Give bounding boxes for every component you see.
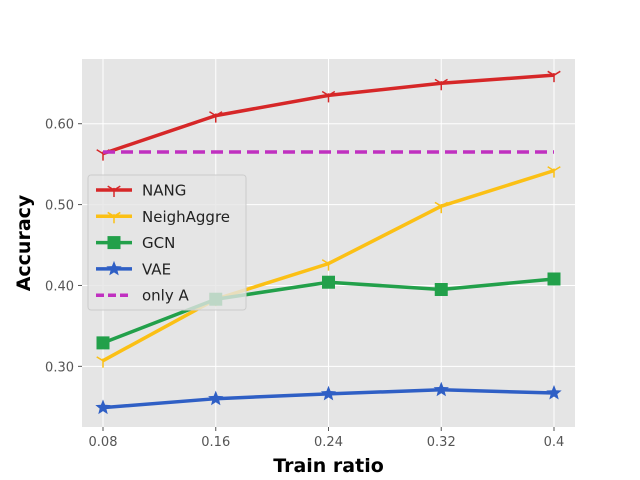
y-axis-title: Accuracy <box>13 194 35 291</box>
legend-box <box>87 174 247 311</box>
y-axis-ticks: 0.30 0.40 0.50 0.60 <box>45 118 82 375</box>
point-vae-marker <box>320 385 337 401</box>
x-axis-ticks: 0.08 0.16 0.24 0.32 0.4 <box>89 427 565 450</box>
legend-entry-nang: NANG <box>96 182 186 200</box>
x-tick-label: 0.32 <box>427 435 456 450</box>
point-nang-marker <box>209 111 223 123</box>
point-nang-marker <box>547 70 561 83</box>
legend-entry-vae: VAE <box>96 260 171 278</box>
point-vae-marker <box>95 399 111 415</box>
y-tick-label: 0.50 <box>45 199 74 214</box>
point-nang-marker <box>321 90 336 103</box>
legend-neighaggre-marker <box>107 211 121 224</box>
y-tick-label: 0.30 <box>45 360 74 375</box>
point-gcn-marker <box>434 283 448 297</box>
point-vae-marker <box>433 381 449 397</box>
point-nang-marker <box>434 78 448 91</box>
legend-entry-gcn: GCN <box>96 234 175 252</box>
series-neighaggre <box>96 166 561 368</box>
legend-label: GCN <box>142 234 175 252</box>
x-tick-label: 0.08 <box>89 435 118 450</box>
point-neighaggre-marker <box>434 201 448 214</box>
legend-label: NANG <box>142 182 186 200</box>
legend-nang-marker <box>107 185 121 197</box>
point-gcn-marker <box>547 272 561 286</box>
legend-label: NeighAggre <box>142 208 230 226</box>
point-vae-marker <box>208 390 224 406</box>
legend-entry-neighaggre: NeighAggre <box>96 208 230 226</box>
legend-label: only A <box>142 287 189 305</box>
point-gcn-marker <box>322 275 335 289</box>
legend-gcn-marker <box>107 236 121 250</box>
series-vae <box>95 381 562 415</box>
y-tick-label: 0.40 <box>45 279 74 294</box>
point-neighaggre-marker <box>321 259 336 271</box>
legend-entry-only-a: only A <box>96 287 189 305</box>
x-tick-label: 0.24 <box>314 435 343 450</box>
legend-vae-marker <box>106 260 122 276</box>
x-tick-label: 0.16 <box>201 435 230 450</box>
y-tick-label: 0.60 <box>45 118 74 133</box>
point-neighaggre-marker <box>547 166 561 178</box>
point-vae-marker <box>546 384 562 400</box>
x-axis-title: Train ratio <box>273 455 384 477</box>
x-tick-label: 0.4 <box>544 435 565 450</box>
legend-label: VAE <box>142 260 171 278</box>
series-group <box>95 70 562 415</box>
legend: NANG NeighAggre GCN VAE only A <box>87 174 247 311</box>
point-gcn-marker <box>96 336 110 350</box>
point-neighaggre-marker <box>96 356 110 368</box>
